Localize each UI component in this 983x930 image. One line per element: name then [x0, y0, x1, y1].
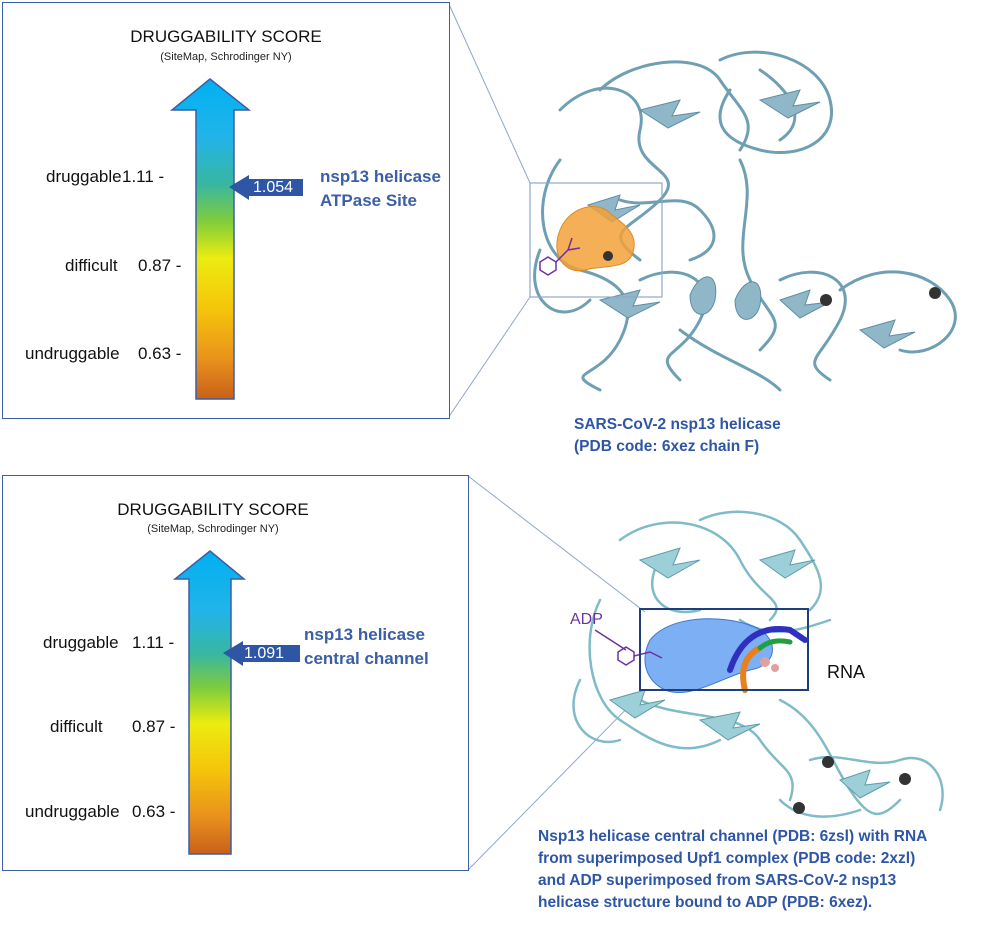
level-label-druggable: druggable — [46, 167, 122, 186]
level-value-druggable: 1.11 - — [132, 633, 175, 652]
panel-title: DRUGGABILITY SCORE — [117, 500, 309, 519]
structure-bottom-caption-line4: helicase structure bound to ADP (PDB: 6x… — [538, 894, 873, 911]
panel-title: DRUGGABILITY SCORE — [130, 27, 322, 46]
level-label-difficult: difficult — [65, 256, 118, 275]
structure-top-caption-line1: SARS-CoV-2 nsp13 helicase — [574, 416, 781, 433]
panel-subtitle: (SiteMap, Schrodinger NY) — [160, 51, 292, 63]
score-scale-arrow — [169, 78, 303, 400]
site-name-line1: nsp13 helicase — [320, 167, 441, 186]
site-name-line2: ATPase Site — [320, 191, 418, 210]
score-value: 1.091 — [244, 645, 285, 662]
rna-label: RNA — [827, 662, 866, 682]
structure-bottom-caption-line2: from superimposed Upf1 complex (PDB code… — [538, 850, 916, 867]
druggability-panel-top: DRUGGABILITY SCORE (SiteMap, Schrodinger… — [2, 2, 450, 419]
panel-subtitle: (SiteMap, Schrodinger NY) — [147, 523, 279, 535]
structure-bottom-caption-line1: Nsp13 helicase central channel (PDB: 6zs… — [538, 828, 928, 845]
structure-top-caption-line2: (PDB code: 6xez chain F) — [574, 438, 760, 455]
level-value-difficult: 0.87 - — [132, 717, 176, 736]
level-label-druggable: druggable — [43, 633, 119, 652]
druggability-panel-bottom: DRUGGABILITY SCORE (SiteMap, Schrodinger… — [2, 475, 469, 871]
level-value-undruggable: 0.63 - — [138, 344, 182, 363]
level-value-undruggable: 0.63 - — [132, 802, 176, 821]
level-label-undruggable: undruggable — [25, 344, 120, 363]
level-label-difficult: difficult — [50, 717, 103, 736]
site-name-line1: nsp13 helicase — [304, 625, 425, 644]
level-label-undruggable: undruggable — [25, 802, 120, 821]
structure-bottom-caption-line3: and ADP superimposed from SARS-CoV-2 nsp… — [538, 872, 897, 889]
level-value-druggable: 1.11 - — [122, 167, 165, 186]
score-scale-arrow — [172, 550, 300, 855]
site-name-line2: central channel — [304, 649, 429, 668]
level-value-difficult: 0.87 - — [138, 256, 182, 275]
adp-label: ADP — [570, 611, 603, 628]
score-value: 1.054 — [253, 179, 294, 196]
